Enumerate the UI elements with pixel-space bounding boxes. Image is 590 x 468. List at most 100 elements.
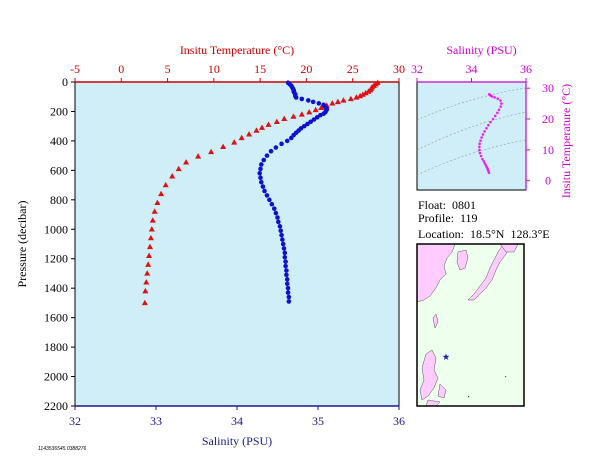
temperature-point xyxy=(148,226,155,232)
temperature-tick-label: 5 xyxy=(165,62,171,76)
ts-point xyxy=(479,154,483,158)
temperature-axis-title: Insitu Temperature (°C) xyxy=(180,43,294,57)
salinity-point xyxy=(284,268,289,273)
ts-point xyxy=(497,108,501,112)
temperature-tick-label: -5 xyxy=(70,62,80,76)
salinity-point xyxy=(259,162,264,167)
salinity-point xyxy=(258,175,263,181)
temperature-point xyxy=(169,173,176,179)
map-land xyxy=(419,349,439,401)
main-plot-area xyxy=(74,81,400,407)
ts-temperature-tick-label: 20 xyxy=(542,112,554,126)
float-info: Float: 0801 xyxy=(418,198,477,212)
temperature-point xyxy=(290,113,297,119)
ts-point xyxy=(499,99,502,102)
temperature-tick-label: 10 xyxy=(208,62,220,76)
location-info: Location: 18.5°N 128.3°E xyxy=(418,227,550,241)
temperature-tick-label: 15 xyxy=(254,62,266,76)
ts-point xyxy=(496,97,499,100)
temperature-point xyxy=(162,181,169,188)
ts-point xyxy=(479,139,482,142)
salinity-point xyxy=(277,224,283,229)
map-land xyxy=(437,383,447,399)
pressure-tick-label: 1600 xyxy=(44,311,68,325)
footnote-id: 1143536545.0388276 xyxy=(38,446,87,452)
density-contour xyxy=(417,139,526,176)
map-land xyxy=(425,399,441,406)
temperature-point xyxy=(195,153,202,159)
temperature-point xyxy=(265,121,272,127)
ts-temperature-axis-title: Insitu Temperature (°C) xyxy=(559,84,573,198)
pressure-tick-label: 2000 xyxy=(44,370,68,384)
pressure-tick-label: 2200 xyxy=(44,399,68,413)
ts-temperature-tick-label: 0 xyxy=(545,174,551,188)
pressure-tick-label: 800 xyxy=(50,193,68,207)
temperature-point xyxy=(146,243,153,250)
temperature-point xyxy=(258,124,265,130)
temperature-point xyxy=(149,217,156,223)
salinity-point xyxy=(279,232,284,238)
temperature-point xyxy=(208,148,215,155)
pressure-tick-label: 1800 xyxy=(44,340,68,354)
pressure-tick-label: 400 xyxy=(50,134,68,148)
salinity-point xyxy=(284,272,289,278)
temperature-point xyxy=(146,252,153,258)
ts-point xyxy=(491,117,495,121)
temperature-point xyxy=(183,159,190,165)
temperature-tick-label: 30 xyxy=(393,62,405,76)
temperature-point xyxy=(334,98,341,105)
salinity-point xyxy=(267,197,272,203)
temperature-point xyxy=(144,270,151,276)
temperature-point xyxy=(329,100,336,106)
temperature-point xyxy=(253,127,260,133)
temperature-point xyxy=(273,118,280,124)
salinity-point xyxy=(276,219,281,225)
salinity-point xyxy=(275,215,280,220)
star-icon xyxy=(442,353,450,360)
temperature-tick-label: 25 xyxy=(347,62,359,76)
profile-info: Profile: 119 xyxy=(418,211,478,225)
salinity-point xyxy=(299,96,305,102)
ts-point xyxy=(480,136,483,139)
salinity-point xyxy=(311,117,317,122)
map-land xyxy=(417,244,456,303)
salinity-point xyxy=(271,206,277,211)
ts-point xyxy=(481,157,484,161)
salinity-point xyxy=(282,254,288,260)
temperature-point xyxy=(353,94,360,100)
salinity-point xyxy=(281,246,287,251)
temperature-point xyxy=(347,95,354,102)
salinity-point xyxy=(269,201,275,207)
salinity-axis-title: Salinity (PSU) xyxy=(202,434,272,448)
salinity-point xyxy=(264,153,270,158)
temperature-point xyxy=(298,111,305,117)
map-land xyxy=(432,313,439,329)
temperature-point xyxy=(238,134,245,141)
map-frame xyxy=(416,243,525,407)
map-land xyxy=(499,244,519,253)
ts-point xyxy=(482,160,486,163)
salinity-point xyxy=(301,123,307,129)
temperature-point xyxy=(357,92,364,99)
temperature-tick-label: 0 xyxy=(118,62,124,76)
salinity-point xyxy=(314,115,320,120)
ts-point xyxy=(478,148,481,152)
salinity-point xyxy=(278,228,284,234)
ts-point xyxy=(478,151,482,155)
salinity-tick-label: 32 xyxy=(69,414,81,428)
ts-point xyxy=(481,133,485,136)
ts-point xyxy=(493,96,496,99)
salinity-point xyxy=(273,210,279,216)
temperature-point xyxy=(158,190,165,197)
ts-temperature-tick-label: 30 xyxy=(542,81,554,95)
salinity-point xyxy=(286,299,292,304)
salinity-point xyxy=(283,263,288,269)
ts-point xyxy=(496,111,499,115)
salinity-point xyxy=(286,294,292,300)
salinity-point xyxy=(310,99,316,105)
ts-point xyxy=(493,114,497,118)
temperature-point xyxy=(151,208,158,214)
salinity-point xyxy=(284,138,290,144)
salinity-point xyxy=(282,250,288,256)
